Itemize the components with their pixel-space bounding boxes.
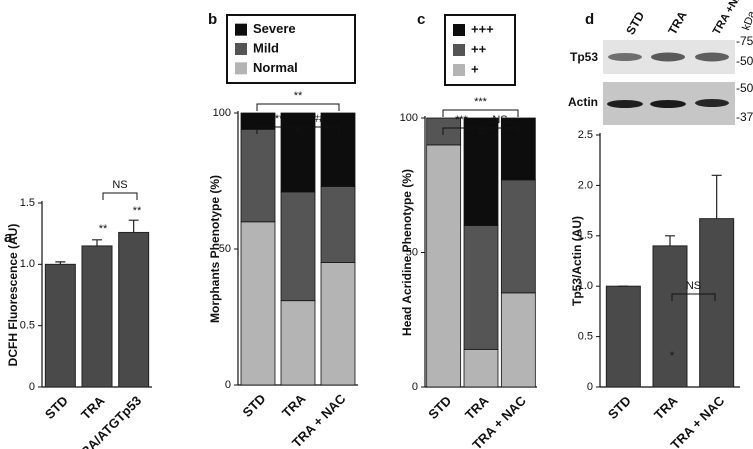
panel-label: a	[4, 229, 13, 246]
y-tick-label: 2.0	[578, 179, 593, 191]
marker-label: -75	[736, 34, 753, 48]
legend-label: ++	[471, 41, 487, 56]
bar	[81, 245, 113, 388]
significance-label: NS	[686, 280, 701, 292]
legend-swatch	[235, 23, 247, 36]
bar-segment	[240, 221, 276, 386]
y-tick-label: 1.0	[20, 258, 35, 270]
marker-label: -37	[736, 110, 753, 124]
error-bar	[665, 235, 675, 246]
significance-bracket	[442, 109, 519, 117]
bar	[605, 285, 641, 388]
error-bar	[711, 174, 722, 219]
significance-label: *	[670, 350, 675, 362]
y-axis-label: DCFH Fluorescence (AU)	[6, 224, 20, 367]
bar-segment	[240, 112, 276, 130]
legend-box	[226, 14, 356, 84]
significance-bracket	[102, 192, 138, 200]
marker-label: -50	[736, 81, 753, 95]
y-tick-label: 50	[406, 246, 418, 258]
legend-label: Mild	[253, 40, 279, 55]
panel-label: b	[208, 11, 217, 28]
legend-swatch	[235, 43, 247, 55]
bar-segment	[463, 348, 499, 388]
significance-label: ##	[313, 113, 326, 125]
blot-band	[651, 52, 685, 62]
y-tick-label: 0	[225, 379, 231, 391]
y-tick-label: 0	[587, 381, 593, 393]
legend-label: Severe	[253, 21, 296, 36]
legend-swatch	[453, 44, 465, 56]
y-tick-label: 100	[213, 107, 231, 119]
significance-bracket	[671, 293, 716, 301]
bar	[44, 263, 76, 388]
y-tick-label: 50	[219, 243, 231, 255]
protein-label: Actin	[568, 95, 598, 109]
error-bar	[92, 239, 102, 246]
bar-segment	[320, 262, 356, 386]
legend-label: +++	[471, 21, 494, 36]
bar-segment	[240, 128, 276, 223]
y-axis-label: Head Acridine Phenotype (%)	[400, 169, 414, 336]
y-tick-label: 0.5	[20, 320, 35, 332]
y-tick-label: 1.5	[578, 230, 593, 242]
bar	[118, 231, 150, 388]
significance-bracket	[256, 103, 340, 111]
y-tick-label: 1.5	[20, 197, 35, 209]
significance-label: **	[99, 223, 108, 235]
y-tick-label: 100	[400, 112, 418, 124]
significance-bracket	[481, 127, 519, 135]
marker-label: -50	[736, 54, 753, 68]
bar-segment	[280, 191, 316, 302]
significance-label: NS	[112, 179, 127, 191]
bar-segment	[280, 112, 316, 193]
panel-label: d	[585, 11, 594, 28]
bar-segment	[500, 179, 536, 294]
y-tick-label: 1.0	[578, 280, 593, 292]
legend-label: +	[471, 61, 479, 76]
blot-band	[695, 99, 729, 107]
bar	[699, 218, 735, 388]
y-tick-label: 0	[29, 381, 35, 393]
bar-segment	[500, 292, 536, 388]
blot-band	[607, 100, 643, 108]
error-bar	[128, 219, 139, 233]
significance-label: **	[133, 205, 142, 217]
blot-band	[608, 53, 642, 61]
panel-label: c	[417, 11, 425, 28]
bar-segment	[500, 117, 536, 181]
bar-segment	[463, 225, 499, 350]
significance-label: ***	[474, 96, 488, 108]
legend-label: Normal	[253, 60, 298, 75]
protein-label: Tp53	[570, 50, 598, 64]
legend-swatch	[453, 64, 465, 76]
error-bar	[55, 261, 66, 265]
y-tick-label: 0.5	[578, 331, 593, 343]
significance-label: **	[294, 90, 303, 102]
y-tick-label: 2.5	[578, 129, 593, 141]
legend-swatch	[453, 24, 465, 36]
bar-segment	[320, 186, 356, 264]
significance-bracket	[298, 126, 340, 134]
significance-label: NS	[492, 114, 507, 126]
legend-swatch	[235, 62, 247, 75]
significance-label: ***	[271, 113, 285, 125]
bar-segment	[280, 300, 316, 386]
bar-segment	[320, 112, 356, 187]
blot-band	[695, 52, 729, 62]
y-axis-label: Tp53/Actin (AU)	[570, 216, 584, 306]
y-axis-label: Morphants Phenotype (%)	[208, 175, 222, 323]
significance-bracket	[256, 126, 298, 134]
bar-segment	[426, 144, 462, 388]
bar	[652, 245, 688, 388]
bar-segment	[463, 117, 499, 226]
blot-band	[650, 100, 686, 108]
significance-bracket	[442, 127, 481, 135]
y-tick-label: 0	[412, 381, 418, 393]
bar-segment	[426, 117, 462, 146]
significance-label: ***	[455, 114, 469, 126]
